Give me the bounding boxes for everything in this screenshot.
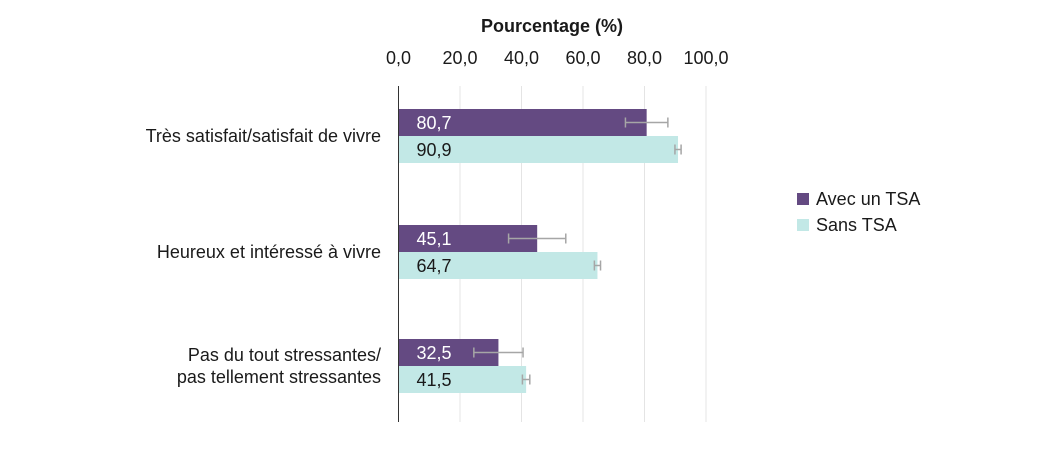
x-tick-label: 40,0 [504, 48, 539, 68]
bar [398, 366, 527, 393]
bar [398, 136, 679, 163]
data-labels: 80,7 90,9 45,1 64,7 32,5 41,5 [417, 113, 452, 390]
x-tick-label: 100,0 [683, 48, 728, 68]
data-label: 90,9 [417, 140, 452, 160]
legend: Avec un TSA Sans TSA [797, 189, 920, 235]
x-axis-ticks: 0,0 20,0 40,0 60,0 80,0 100,0 [386, 48, 729, 68]
data-label: 32,5 [417, 343, 452, 363]
category-label: Très satisfait/satisfait de vivre [146, 126, 381, 146]
x-tick-label: 20,0 [442, 48, 477, 68]
x-tick-label: 0,0 [386, 48, 411, 68]
category-label: pas tellement stressantes [177, 367, 381, 387]
data-label: 45,1 [417, 229, 452, 249]
bar [398, 109, 647, 136]
legend-label: Sans TSA [816, 215, 897, 235]
legend-swatch [797, 219, 809, 231]
data-label: 64,7 [417, 256, 452, 276]
x-tick-label: 60,0 [565, 48, 600, 68]
x-tick-label: 80,0 [627, 48, 662, 68]
error-bars [473, 117, 682, 385]
category-label: Pas du tout stressantes/ [188, 345, 381, 365]
bar [398, 252, 598, 279]
category-label: Heureux et intéressé à vivre [157, 242, 381, 262]
category-labels: Très satisfait/satisfait de vivre Heureux… [146, 126, 381, 387]
x-axis-title: Pourcentage (%) [481, 16, 623, 36]
data-label: 41,5 [417, 370, 452, 390]
legend-swatch [797, 193, 809, 205]
legend-label: Avec un TSA [816, 189, 920, 209]
data-label: 80,7 [417, 113, 452, 133]
